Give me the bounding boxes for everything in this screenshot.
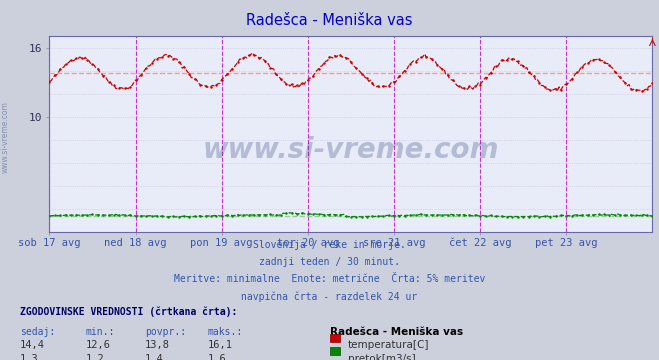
Text: 14,4: 14,4 [20,340,45,350]
Text: 12,6: 12,6 [86,340,111,350]
Text: Radešca - Meniška vas: Radešca - Meniška vas [330,327,463,337]
Text: 1,4: 1,4 [145,354,163,360]
Text: www.si-vreme.com: www.si-vreme.com [203,136,499,164]
Text: 16,1: 16,1 [208,340,233,350]
Text: Meritve: minimalne  Enote: metrične  Črta: 5% meritev: Meritve: minimalne Enote: metrične Črta:… [174,274,485,284]
Text: navpična črta - razdelek 24 ur: navpična črta - razdelek 24 ur [241,291,418,302]
Text: ZGODOVINSKE VREDNOSTI (črtkana črta):: ZGODOVINSKE VREDNOSTI (črtkana črta): [20,307,237,317]
Text: maks.:: maks.: [208,327,243,337]
Text: Radešca - Meniška vas: Radešca - Meniška vas [246,13,413,28]
Text: 1,3: 1,3 [20,354,38,360]
Text: pretok[m3/s]: pretok[m3/s] [348,354,416,360]
Text: Slovenija / reke in morje.: Slovenija / reke in morje. [253,240,406,251]
Text: povpr.:: povpr.: [145,327,186,337]
Text: temperatura[C]: temperatura[C] [348,340,430,350]
Text: www.si-vreme.com: www.si-vreme.com [1,101,10,173]
Text: 1,2: 1,2 [86,354,104,360]
Text: sedaj:: sedaj: [20,327,55,337]
Text: 1,6: 1,6 [208,354,226,360]
Text: zadnji teden / 30 minut.: zadnji teden / 30 minut. [259,257,400,267]
Text: 13,8: 13,8 [145,340,170,350]
Text: min.:: min.: [86,327,115,337]
